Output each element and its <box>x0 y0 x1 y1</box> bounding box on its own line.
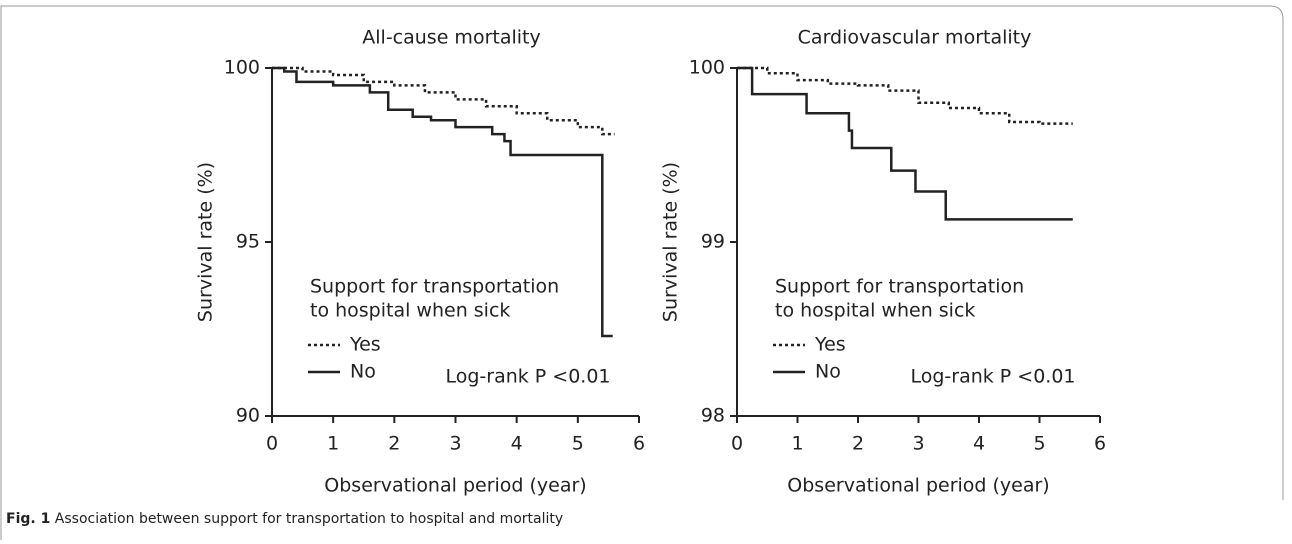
annotation: Log-rank P <0.01 <box>445 366 610 388</box>
y-tick-label: 100 <box>224 57 260 79</box>
annotation: Log-rank P <0.01 <box>910 366 1075 388</box>
legend-title: to hospital when sick <box>775 300 975 322</box>
x-axis-label: Observational period (year) <box>324 475 586 497</box>
legend-title: to hospital when sick <box>310 300 510 322</box>
chart-title: All-cause mortality <box>362 27 540 49</box>
caption-label: Fig. 1 <box>6 511 50 527</box>
caption: Fig. 1 Association between support for t… <box>6 511 563 527</box>
survival-line <box>272 66 613 338</box>
legend-label: Yes <box>349 334 381 356</box>
x-tick-label: 5 <box>572 433 584 455</box>
x-tick-label: 2 <box>388 433 400 455</box>
legend-title: Support for transportation <box>310 276 559 298</box>
legend-label: Yes <box>814 334 846 356</box>
x-tick-label: 3 <box>912 433 924 455</box>
survival-line <box>272 66 615 136</box>
y-tick-label: 100 <box>689 57 725 79</box>
frame <box>0 5 1284 540</box>
x-tick-label: 1 <box>791 433 803 455</box>
x-tick-label: 4 <box>973 433 985 455</box>
y-tick-label: 99 <box>701 231 725 253</box>
x-tick-label: 0 <box>731 433 743 455</box>
legend-label: No <box>350 361 376 383</box>
caption-text: Association between support for transpor… <box>55 511 563 527</box>
y-axis-label: Survival rate (%) <box>195 162 217 322</box>
x-tick-label: 6 <box>633 433 645 455</box>
y-tick-label: 95 <box>236 231 260 253</box>
survival-line <box>737 66 1073 221</box>
y-tick-label: 98 <box>701 405 725 427</box>
survival-line <box>737 66 1073 125</box>
x-tick-label: 1 <box>327 433 339 455</box>
x-tick-label: 5 <box>1033 433 1045 455</box>
x-tick-label: 3 <box>449 433 461 455</box>
x-tick-label: 2 <box>852 433 864 455</box>
y-tick-label: 90 <box>236 405 260 427</box>
x-axis-label: Observational period (year) <box>787 475 1049 497</box>
x-tick-label: 4 <box>511 433 523 455</box>
legend-label: No <box>815 361 841 383</box>
y-axis-label: Survival rate (%) <box>660 162 682 322</box>
legend-title: Support for transportation <box>775 276 1024 298</box>
x-tick-label: 0 <box>266 433 278 455</box>
x-tick-label: 6 <box>1094 433 1106 455</box>
chart-title: Cardiovascular mortality <box>798 27 1032 49</box>
